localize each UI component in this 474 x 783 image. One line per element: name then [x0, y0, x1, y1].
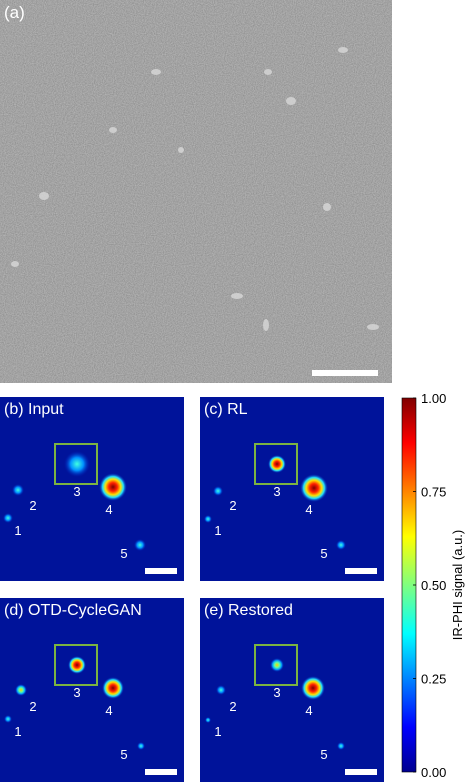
region-box [54, 443, 98, 485]
region-box [254, 644, 298, 686]
signal-spot [268, 455, 286, 473]
heatmap-background [200, 397, 384, 581]
colorbar-tick-label: 0.50 [421, 578, 446, 593]
sem-texture [0, 0, 392, 383]
particle-number: 5 [120, 747, 127, 762]
signal-spot [336, 540, 346, 550]
heatmap-panel: (e) Restored 3 4 21 5 [200, 598, 384, 782]
particle-number: 1 [14, 724, 21, 739]
scale-bar [145, 769, 177, 775]
scale-bar [345, 568, 377, 574]
panel-label: (b) Input [4, 401, 64, 418]
particle-number: 4 [305, 703, 312, 718]
panel-label: (a) [4, 3, 25, 22]
colorbar-tick-label: 1.00 [421, 391, 446, 406]
panel-label: (e) Restored [204, 602, 293, 619]
particle-number: 2 [229, 699, 236, 714]
signal-spot [301, 676, 325, 700]
colorbar-tick-label: 0.75 [421, 485, 446, 500]
signal-spot [204, 515, 212, 523]
particle-number: 2 [229, 498, 236, 513]
sem-particles [11, 47, 379, 331]
particle-number: 3 [73, 685, 80, 700]
signal-spot [137, 742, 145, 750]
particle-number: 3 [73, 484, 80, 499]
signal-spot [15, 684, 27, 696]
particle-number: 1 [214, 523, 221, 538]
region-box [254, 443, 298, 485]
scale-bar [312, 370, 378, 376]
signal-spot [64, 451, 90, 477]
signal-spot [102, 677, 124, 699]
particle-number: 5 [320, 747, 327, 762]
panel-label: (c) RL [204, 401, 248, 418]
heatmap-background [200, 598, 384, 782]
signal-spot [12, 484, 24, 496]
signal-spot [216, 685, 226, 695]
signal-spot [205, 717, 211, 723]
particle-number: 4 [305, 502, 312, 517]
particle-number: 4 [105, 703, 112, 718]
scale-bar [345, 769, 377, 775]
particle-number: 4 [105, 502, 112, 517]
heatmap-background [0, 397, 184, 581]
particle-number: 2 [29, 498, 36, 513]
colorbar-tick-label: 0.00 [421, 765, 446, 780]
panel-label: (d) OTD-CycleGAN [4, 602, 142, 619]
colorbar-tick-label: 0.25 [421, 672, 446, 687]
particle-number: 3 [273, 484, 280, 499]
signal-spot [3, 513, 13, 523]
signal-spot [68, 656, 86, 674]
particle-number: 1 [214, 724, 221, 739]
particle-number: 1 [14, 523, 21, 538]
signal-spot [99, 473, 127, 501]
scale-bar [145, 568, 177, 574]
heatmap-background [0, 598, 184, 782]
heatmap-panel: (c) RL 3 4 21 5 [200, 397, 384, 581]
particle-number: 5 [320, 546, 327, 561]
heatmap-panel: (d) OTD-CycleGAN 3 4 21 5 [0, 598, 184, 782]
heatmap-panel: (b) Input 3 4 21 5 [0, 397, 184, 581]
particle-number: 3 [273, 685, 280, 700]
signal-spot [213, 486, 223, 496]
signal-spot [4, 715, 12, 723]
signal-spot [300, 474, 328, 502]
signal-spot [337, 742, 345, 750]
particle-number: 2 [29, 699, 36, 714]
signal-spot [134, 539, 146, 551]
region-box [54, 644, 98, 686]
signal-spot [270, 658, 284, 672]
colorbar-title: IR-PHI signal (a.u.) [450, 530, 465, 641]
particle-number: 5 [120, 546, 127, 561]
